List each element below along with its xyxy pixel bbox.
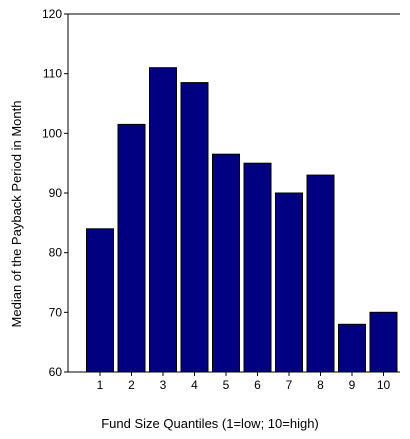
x-tick-label-4: 4 bbox=[191, 378, 198, 392]
x-tick-label-1: 1 bbox=[97, 378, 104, 392]
bar-4 bbox=[180, 82, 209, 373]
bar-10 bbox=[369, 311, 398, 373]
bar-2 bbox=[117, 123, 146, 373]
y-tick-label-80: 80 bbox=[49, 246, 63, 260]
y-tick-label-90: 90 bbox=[49, 186, 63, 200]
x-tick-label-3: 3 bbox=[160, 378, 167, 392]
bar-7 bbox=[275, 192, 303, 373]
x-tick-label-5: 5 bbox=[223, 378, 230, 392]
y-tick-label-70: 70 bbox=[49, 305, 63, 319]
x-tick-label-10: 10 bbox=[377, 378, 391, 392]
axes-group: 60 70 80 90 100 110 120 1 2 3 4 5 6 7 8 9 10 bbox=[42, 7, 400, 392]
y-tick-label-120: 120 bbox=[42, 7, 62, 21]
bar-6 bbox=[243, 162, 272, 373]
y-tick-label-110: 110 bbox=[43, 67, 62, 81]
bar-1 bbox=[86, 228, 114, 373]
y-tick-label-100: 100 bbox=[42, 126, 62, 140]
x-tick-label-7: 7 bbox=[286, 378, 293, 392]
y-tick-label-60: 60 bbox=[49, 365, 63, 379]
bar-5 bbox=[212, 153, 240, 373]
bar-8 bbox=[306, 174, 335, 373]
y-axis-label: Median of the Payback Period in Month bbox=[9, 101, 24, 328]
x-tick-label-8: 8 bbox=[317, 378, 324, 392]
x-tick-label-6: 6 bbox=[254, 378, 261, 392]
bar-9 bbox=[338, 323, 366, 373]
x-axis-label: Fund Size Quantiles (1=low; 10=high) bbox=[101, 416, 319, 431]
x-tick-label-9: 9 bbox=[349, 378, 356, 392]
bars-group bbox=[86, 67, 398, 373]
bar-3 bbox=[149, 67, 177, 373]
x-tick-label-2: 2 bbox=[128, 378, 135, 392]
